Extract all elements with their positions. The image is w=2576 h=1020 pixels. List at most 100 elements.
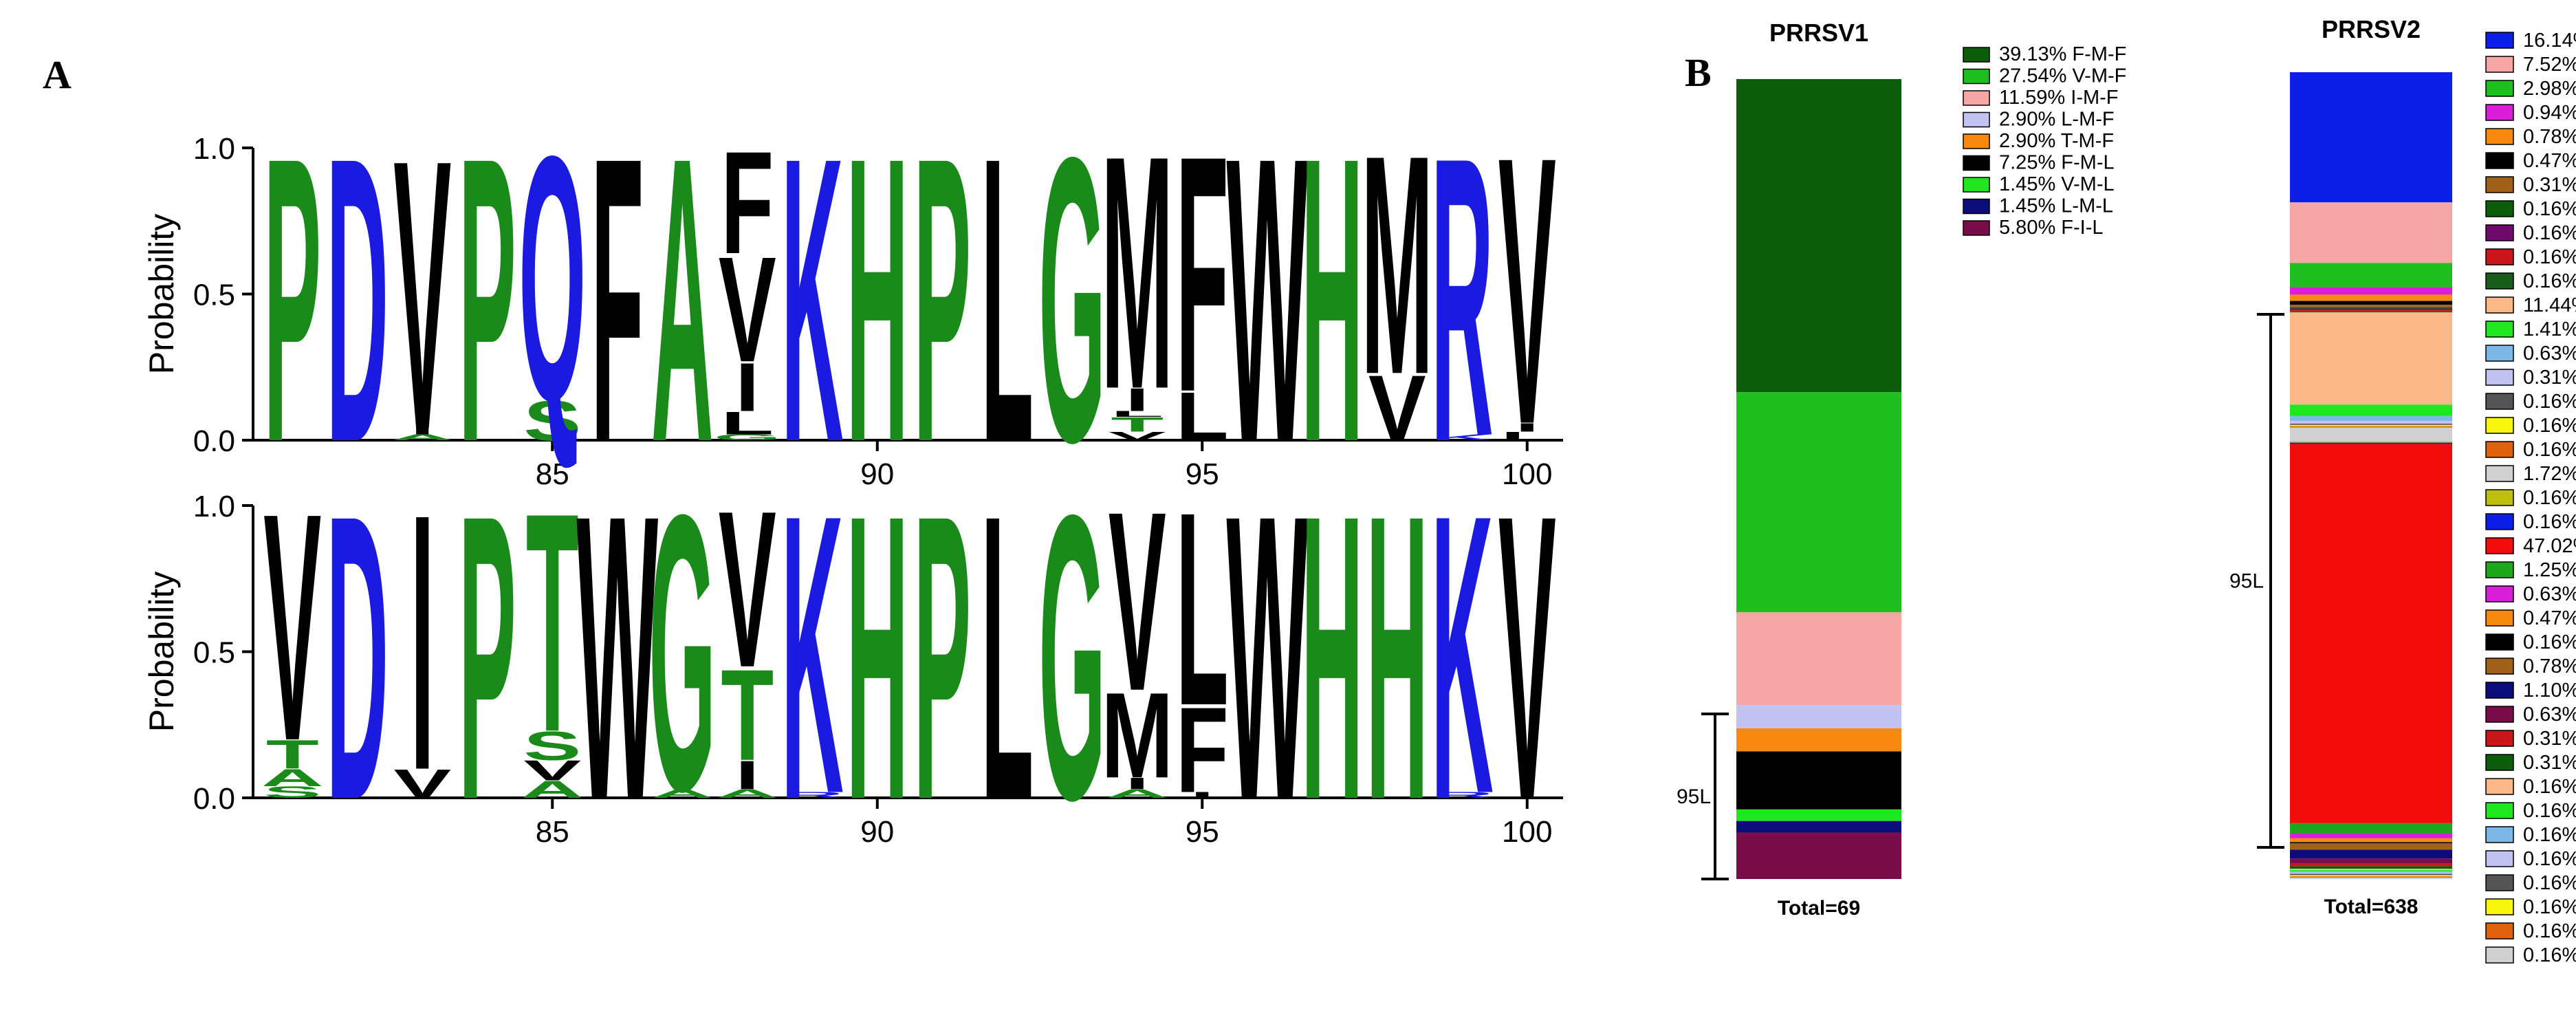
legend-label: 0.47% A-V-L bbox=[2523, 607, 2576, 629]
logo-letter-v: V bbox=[1368, 356, 1426, 461]
logo-letter-l: L bbox=[1176, 455, 1229, 763]
legend-swatch bbox=[2485, 682, 2514, 699]
logo-letter-i: I bbox=[411, 427, 435, 436]
x-tick-label: 85 bbox=[536, 457, 569, 491]
bar-segment-v-m-f bbox=[2290, 263, 2452, 287]
bar-segment-l-m-l bbox=[1736, 821, 1901, 833]
legend-label: 1.41% V-M-L bbox=[2523, 318, 2576, 340]
logo-letter-l: L bbox=[1111, 409, 1164, 418]
legend-swatch bbox=[2485, 441, 2514, 458]
bar-segment-t-l-l bbox=[2290, 843, 2452, 850]
legend-swatch bbox=[2485, 754, 2514, 771]
legend-label: 0.16% T-M-S bbox=[2523, 824, 2576, 846]
logo-letter-s: S bbox=[523, 723, 581, 768]
bar-segment-i-m-f bbox=[2290, 202, 2452, 263]
legend-swatch bbox=[2485, 561, 2514, 578]
bar-segment-t-m-f bbox=[2290, 72, 2452, 203]
legend-swatch bbox=[2485, 80, 2514, 97]
legend-label: 0.16% I-M-S bbox=[2523, 872, 2576, 894]
legend-swatch bbox=[2485, 874, 2514, 891]
bar-segment-t-m-s bbox=[2290, 871, 2452, 873]
legend-label: 0.16% I-I-L bbox=[2523, 511, 2576, 533]
legend-label: 0.94% G-M-F bbox=[2523, 102, 2576, 124]
bar-segment-v-m-l bbox=[2290, 404, 2452, 416]
logo-letter-l: L bbox=[721, 405, 774, 442]
logo-letter-i: I bbox=[411, 438, 435, 846]
logo-letter-p: P bbox=[913, 74, 971, 526]
legend-swatch bbox=[1963, 198, 1990, 215]
bar-segment-i-i-l bbox=[2290, 442, 2452, 444]
legend-swatch bbox=[1963, 68, 1990, 85]
y-tick-label: 1.0 bbox=[193, 132, 235, 166]
logo-letter-t: T bbox=[1111, 413, 1164, 436]
logo-letter-l: L bbox=[1176, 378, 1229, 455]
legend-label: 2.90% T-M-F bbox=[1999, 130, 2114, 152]
legend-label: 0.16% T-I-F bbox=[2523, 270, 2576, 292]
logo-letter-t: T bbox=[721, 642, 774, 788]
legend-label: 11.59% I-M-F bbox=[1999, 87, 2119, 109]
bar-segment-t-v-l bbox=[2290, 833, 2452, 838]
legend-swatch bbox=[2485, 465, 2514, 482]
legend-label: 0.47% S-M-F bbox=[2523, 150, 2576, 172]
logo-letter-v: V bbox=[1498, 431, 1556, 884]
logo-letter-i: I bbox=[1515, 420, 1539, 434]
bar-segment-i-v-s bbox=[2290, 878, 2452, 879]
bar-segment-v-v-f bbox=[2290, 305, 2452, 307]
legend-label: 1.25% I-V-L bbox=[2523, 559, 2576, 581]
legend-swatch bbox=[2485, 730, 2514, 747]
logo-letter-a: A bbox=[716, 787, 778, 801]
logo-letter-r: R bbox=[781, 790, 844, 799]
legend-swatch bbox=[2485, 946, 2514, 964]
legend-label: 0.16% M-M-L bbox=[2523, 439, 2576, 461]
bracket-label: 95L bbox=[2229, 570, 2264, 593]
logo-letter-v: V bbox=[1498, 78, 1556, 504]
bar-segment-v-i-l bbox=[2290, 441, 2452, 443]
legend-label: 1.45% V-M-L bbox=[1999, 173, 2115, 195]
legend-swatch bbox=[2485, 176, 2514, 193]
logo-letter-t: T bbox=[266, 732, 319, 777]
logo-letter-d: D bbox=[326, 74, 389, 526]
legend-label: 39.13% F-M-F bbox=[1999, 43, 2126, 65]
logo-letter-f: F bbox=[721, 121, 774, 284]
logo-letter-r: R bbox=[1431, 790, 1494, 799]
panel-a-label: A bbox=[43, 52, 72, 97]
legend-swatch bbox=[1963, 90, 1990, 106]
bar-segment-a-v-l bbox=[2290, 838, 2452, 843]
legend-swatch bbox=[2485, 224, 2514, 241]
logo-letter-v: V bbox=[393, 80, 451, 512]
legend-label: 0.31% T-M-V bbox=[2523, 728, 2576, 750]
legend-label: 0.16% A-M-F bbox=[2523, 246, 2576, 268]
legend-label: 5.80% F-I-L bbox=[1999, 217, 2104, 239]
bar-segment-m-m-f bbox=[2290, 308, 2452, 310]
bar-segment-l-m-l bbox=[2290, 423, 2452, 425]
logo-letter-v: V bbox=[719, 226, 776, 393]
bar-segment-f-i-l bbox=[1736, 832, 1901, 879]
logo-letter-m: M bbox=[1101, 667, 1173, 803]
legend-swatch bbox=[2485, 200, 2514, 217]
logo-letter-i: I bbox=[1125, 774, 1149, 792]
legend-label: 0.16% I-V-S bbox=[2523, 944, 2576, 966]
logo-letter-d: D bbox=[326, 431, 389, 884]
stacked-bar-prrsv2: PRRSV2 16.14% T-M-F7.52% I-M-F2.98% V-M-F… bbox=[2229, 15, 2576, 966]
total-label: Total=69 bbox=[1778, 897, 1860, 920]
legend-label: 0.16% I-M-V bbox=[2523, 776, 2576, 798]
legend-label: 0.16% A-M-L bbox=[2523, 415, 2576, 437]
y-tick-label: 0.5 bbox=[193, 279, 235, 312]
bar-segment-f-m-l bbox=[1736, 751, 1901, 810]
legend-swatch bbox=[2485, 802, 2514, 819]
legend-label: 0.16% V-I-L bbox=[2523, 487, 2576, 509]
logo-letter-a: A bbox=[391, 433, 454, 442]
legend-swatch bbox=[2485, 417, 2514, 434]
legend-swatch bbox=[2485, 658, 2514, 675]
legend-swatch bbox=[2485, 393, 2514, 410]
bar-segment-i-m-v bbox=[2290, 868, 2452, 870]
logo-letter-w: W bbox=[1226, 431, 1309, 884]
legend-label: 0.16% T-M-T bbox=[2523, 848, 2576, 870]
legend-swatch bbox=[2485, 104, 2514, 121]
logo-letter-p: P bbox=[459, 431, 516, 884]
logo-letter-w: W bbox=[1226, 74, 1309, 526]
logo-letter-a: A bbox=[521, 776, 584, 803]
y-axis-label: Probability bbox=[142, 214, 181, 374]
logo-letter-w: W bbox=[576, 431, 659, 884]
